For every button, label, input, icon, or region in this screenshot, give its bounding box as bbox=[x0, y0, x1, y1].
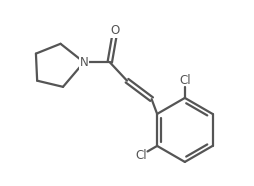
Text: O: O bbox=[110, 25, 119, 37]
Text: Cl: Cl bbox=[135, 149, 147, 162]
Text: N: N bbox=[80, 56, 88, 69]
Text: Cl: Cl bbox=[179, 74, 191, 87]
